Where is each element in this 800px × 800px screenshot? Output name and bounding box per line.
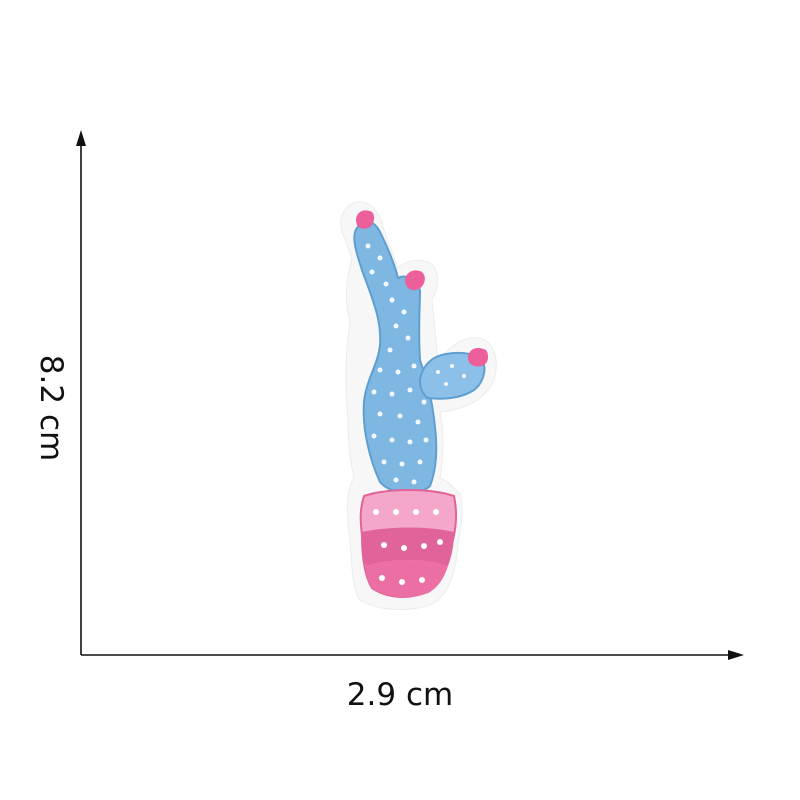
width-measurement-label: 2.9 cm bbox=[346, 677, 454, 713]
height-measurement-label: 8.2 cm bbox=[33, 354, 69, 462]
axis-arrow-up-icon bbox=[76, 130, 86, 146]
pot-base bbox=[366, 560, 448, 598]
pot-dots bbox=[373, 509, 443, 585]
pot-band bbox=[362, 527, 454, 566]
cactus-patch-icon bbox=[340, 201, 497, 611]
cactus-arm bbox=[418, 351, 486, 400]
cactus-spots bbox=[365, 243, 466, 485]
axis-arrow-right-icon bbox=[728, 650, 744, 660]
flower-bud-arm bbox=[467, 348, 489, 367]
flower-bud-top bbox=[356, 210, 375, 229]
flower-bud-middle bbox=[405, 270, 425, 291]
